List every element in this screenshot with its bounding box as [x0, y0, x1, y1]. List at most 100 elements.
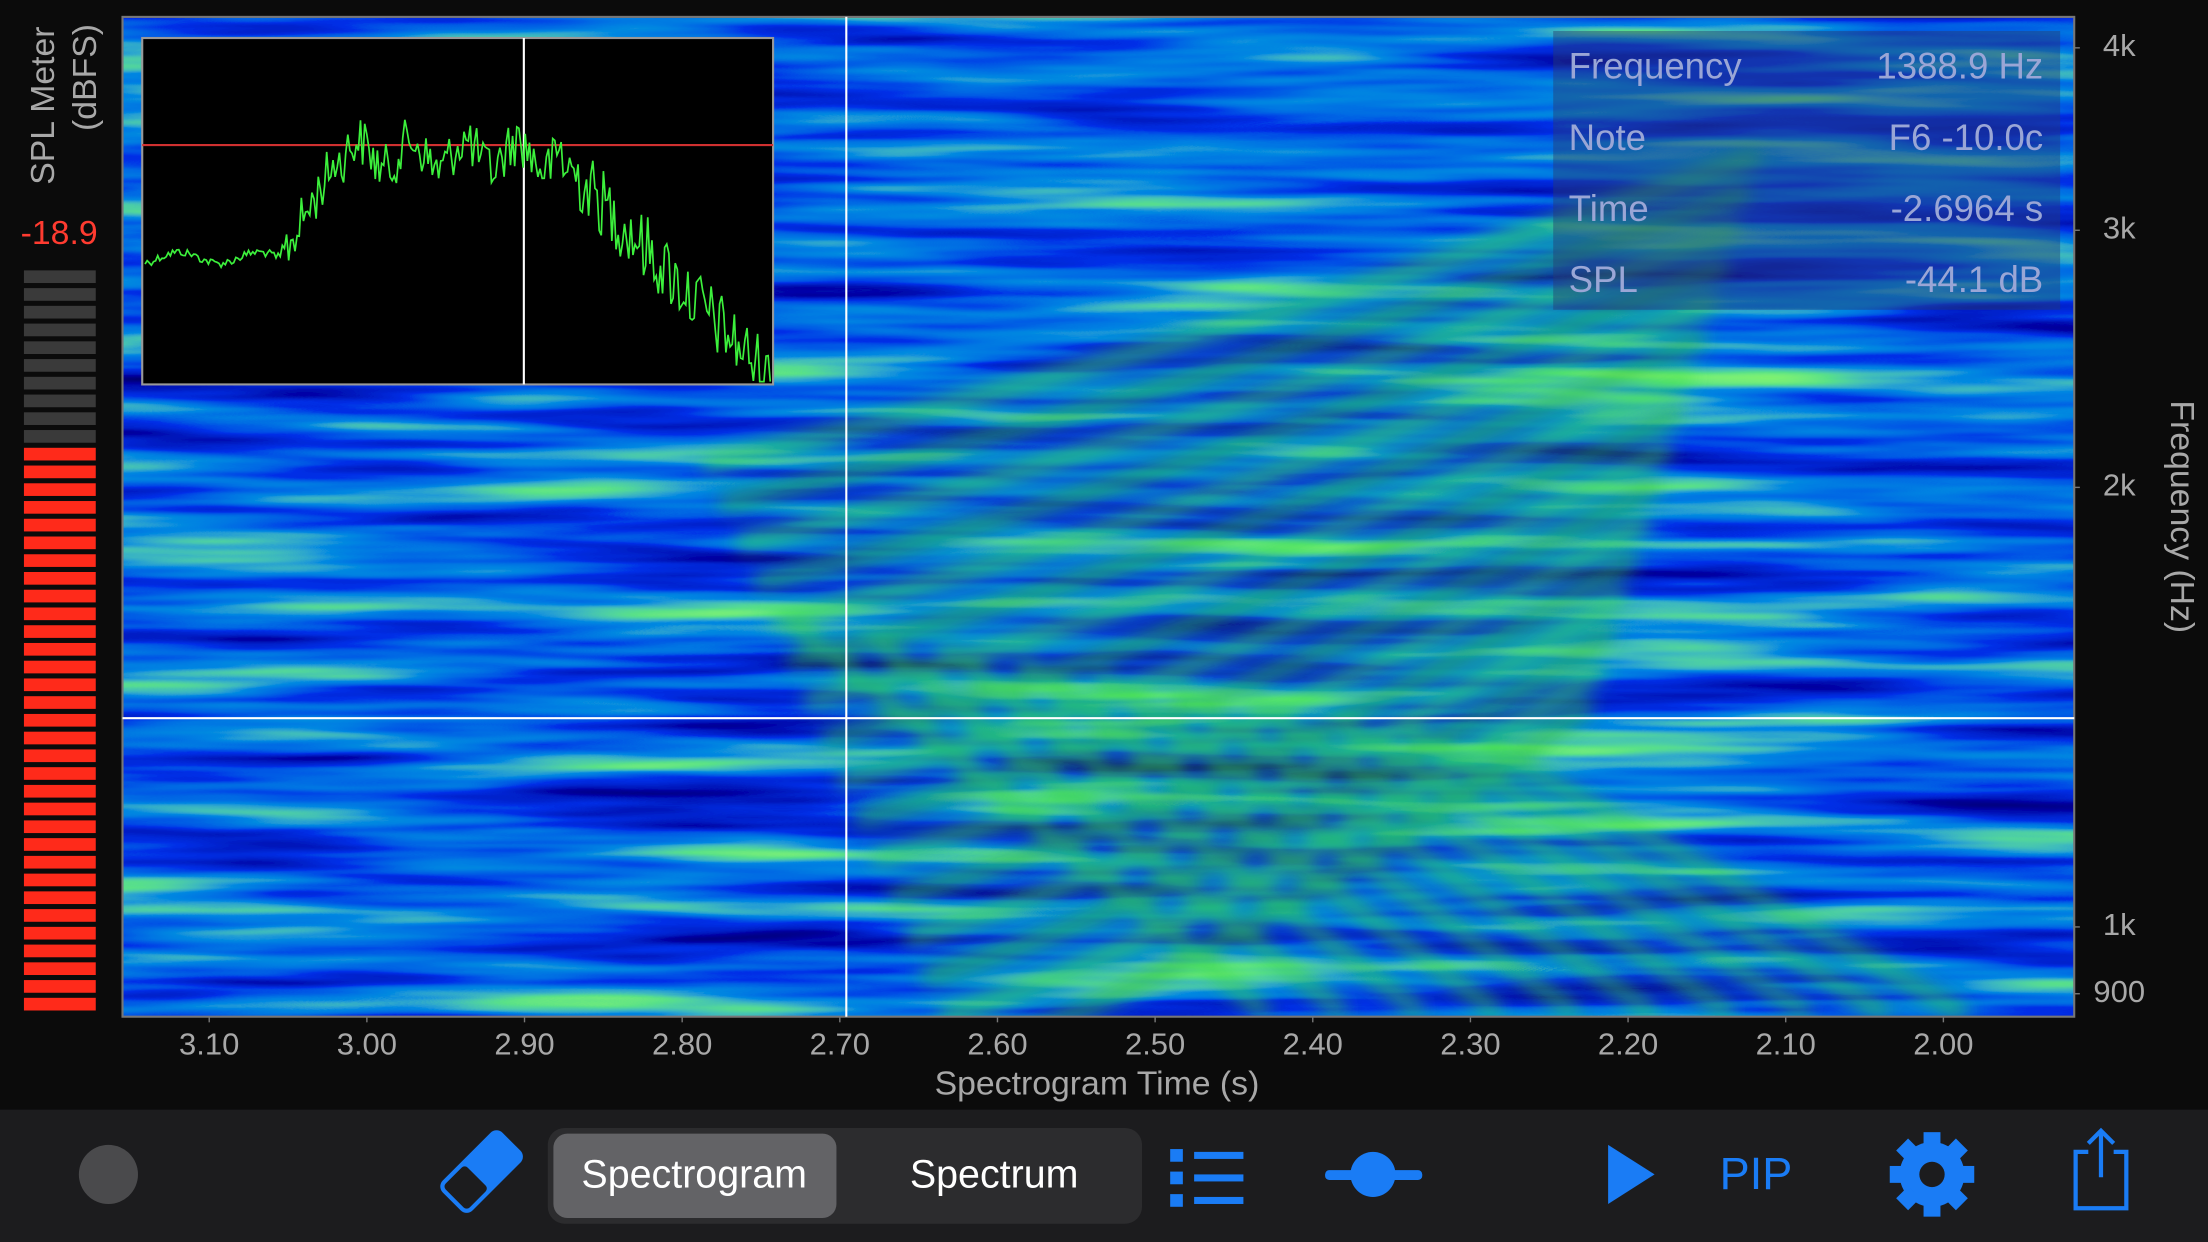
meter-segment — [23, 926, 96, 940]
meter-segment — [23, 891, 96, 905]
x-tick-label: 2.00 — [1913, 1026, 1973, 1061]
readout-panel — [1553, 30, 2061, 310]
spectrogram-band — [702, 148, 1763, 472]
readout-label: Frequency — [1569, 46, 1743, 87]
x-tick-label: 2.50 — [1125, 1026, 1185, 1061]
gear-tooth — [1923, 1132, 1941, 1150]
meter-segment — [23, 359, 96, 372]
gear-tooth — [1957, 1165, 1975, 1183]
x-tick-label: 2.60 — [967, 1026, 1027, 1061]
x-tick-label: 2.80 — [652, 1026, 712, 1061]
meter-segment — [23, 589, 96, 603]
meter-segment — [23, 962, 96, 976]
toolbar: Spectrogram Spectrum PIP — [0, 1109, 2208, 1242]
meter-segment — [23, 642, 96, 656]
list-button[interactable] — [1170, 1149, 1244, 1207]
spectrogram-band — [786, 331, 1707, 669]
play-button[interactable] — [1608, 1144, 1655, 1204]
spl-meter: SPL Meter (dBFS) -18.9 — [21, 24, 104, 1011]
plot-frame — [121, 15, 2076, 1018]
meter-segment — [23, 288, 96, 301]
meter-segment — [23, 767, 96, 780]
settings-button[interactable] — [1889, 1132, 1975, 1217]
spectrogram-band — [1482, 740, 1968, 1017]
slider-button[interactable] — [1325, 1151, 1423, 1197]
gear-tooth — [1889, 1165, 1907, 1183]
segment-selected — [553, 1133, 837, 1219]
y-tick-label: 4k — [2103, 28, 2136, 63]
meter-segment — [23, 997, 96, 1011]
meter-segment — [23, 749, 96, 763]
spectrogram-band — [862, 628, 1349, 1017]
record-button[interactable] — [78, 1144, 138, 1204]
meter-segment — [23, 784, 96, 798]
x-tick-label: 2.30 — [1440, 1026, 1500, 1061]
y-axis-title: Frequency (Hz) — [2163, 400, 2201, 633]
x-tick-label: 2.70 — [810, 1026, 870, 1061]
meter-segment — [23, 713, 96, 727]
x-tick-label: 2.10 — [1756, 1026, 1816, 1061]
meter-segment — [23, 838, 96, 851]
meter-segment — [23, 305, 96, 319]
meter-segment — [23, 465, 96, 479]
meter-segment — [23, 731, 96, 745]
pip-button[interactable]: PIP — [1720, 1148, 1793, 1199]
spectrogram-band — [719, 184, 1752, 511]
spl-label: (dBFS) — [66, 24, 104, 131]
spectrogram-band — [1249, 698, 1736, 1017]
meter-segment — [23, 802, 96, 816]
share-button[interactable] — [2073, 1127, 2129, 1211]
spectrogram-bands — [702, 148, 1968, 1017]
x-tick-label: 3.00 — [337, 1026, 397, 1061]
spectrogram-band — [854, 478, 1663, 827]
spectrogram-band — [753, 258, 1730, 590]
readout-label: Note — [1569, 117, 1646, 158]
spl-label: SPL Meter — [24, 26, 62, 184]
meter-segment — [23, 518, 96, 532]
meter-segment — [23, 412, 96, 425]
meter-segment — [23, 394, 96, 408]
spectrum-inset — [141, 36, 775, 386]
spectrogram-band — [1017, 656, 1504, 1017]
meter-segment — [23, 625, 96, 638]
y-tick-label: 3k — [2103, 210, 2136, 245]
eraser-button[interactable] — [437, 1127, 527, 1217]
spectrogram-band — [1094, 670, 1581, 1017]
meter-segment — [23, 678, 96, 692]
segment-button[interactable]: Spectrogram — [581, 1153, 807, 1197]
meter-segment — [23, 483, 96, 496]
meter-segment — [23, 323, 96, 337]
meter-segment — [23, 571, 96, 585]
x-axis-title: Spectrogram Time (s) — [935, 1065, 1260, 1103]
inset-frame — [141, 36, 775, 386]
spectrogram-band — [1172, 684, 1659, 1017]
meter-segment — [23, 660, 96, 674]
x-tick-label: 3.10 — [179, 1026, 239, 1061]
x-tick-label: 2.90 — [494, 1026, 554, 1061]
segment-button[interactable]: Spectrum — [910, 1153, 1079, 1197]
readout-value: -44.1 dB — [1905, 259, 2043, 300]
readout-label: Time — [1569, 188, 1649, 229]
x-tick-label: 2.20 — [1598, 1026, 1658, 1061]
meter-segment — [23, 944, 96, 958]
spectrogram-band — [1404, 726, 1891, 1017]
y-tick-label: 900 — [2093, 974, 2145, 1009]
readout-value: -2.6964 s — [1891, 188, 2044, 229]
meter-segment — [23, 554, 96, 567]
spectrogram-band — [820, 404, 1685, 748]
meter-segment — [23, 980, 96, 993]
meter-segment — [23, 909, 96, 922]
meter-segment — [23, 536, 96, 550]
spectrogram-band — [939, 642, 1427, 1017]
spl-value: -18.9 — [21, 214, 98, 252]
meter-segment — [23, 696, 96, 709]
meter-segment — [23, 430, 96, 443]
y-tick-label: 1k — [2103, 907, 2136, 942]
x-tick-label: 2.40 — [1283, 1026, 1343, 1061]
inset-spectrum — [144, 119, 772, 383]
meter-segment — [23, 270, 96, 284]
readout-label: SPL — [1569, 259, 1638, 300]
meter-segment — [23, 873, 96, 887]
spectrogram-band — [921, 624, 1618, 985]
